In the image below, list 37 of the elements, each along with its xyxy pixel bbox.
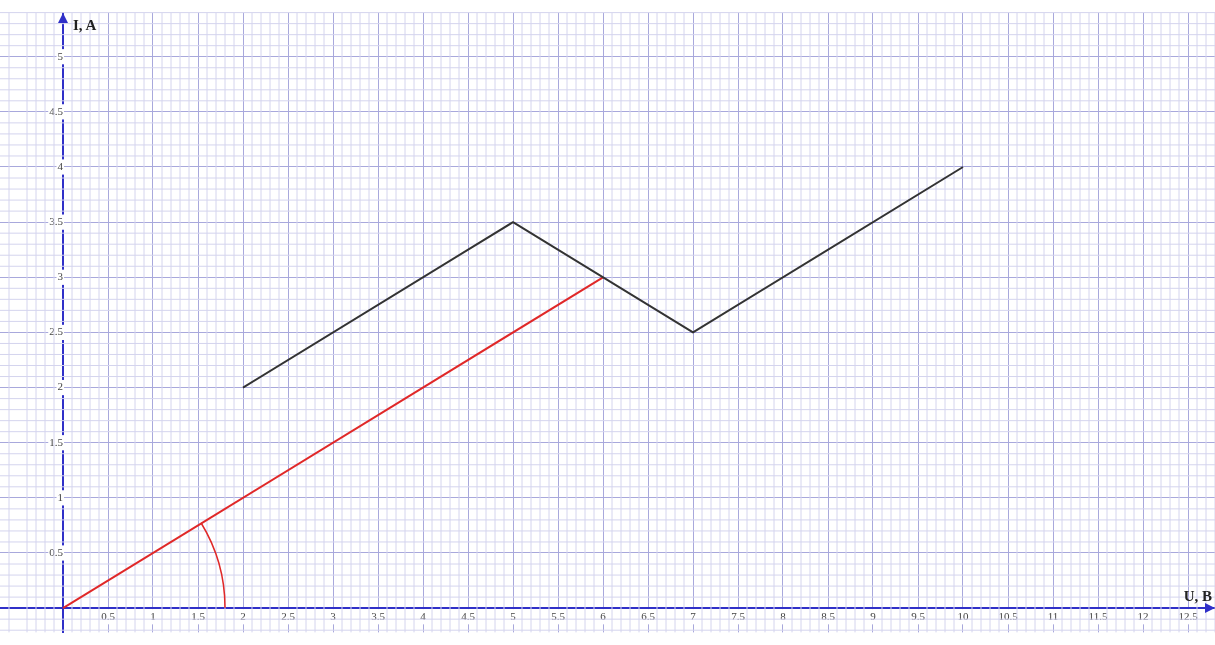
x-tick-label: 10.5 xyxy=(998,609,1019,622)
x-tick-label: 6 xyxy=(600,609,607,622)
x-tick-label: 12.5 xyxy=(1178,609,1199,622)
x-tick-label: 9 xyxy=(870,609,877,622)
x-tick-label: 7.5 xyxy=(731,609,746,622)
x-tick-label: 2.5 xyxy=(281,609,296,622)
y-tick-label: 1.5 xyxy=(49,435,64,448)
x-tick-label: 9.5 xyxy=(911,609,926,622)
x-tick-label: 0.5 xyxy=(101,609,116,622)
x-tick-label: 4.5 xyxy=(461,609,476,622)
x-tick-label: 8.5 xyxy=(821,609,836,622)
x-tick-label: 3.5 xyxy=(371,609,386,622)
y-tick-label: 2.5 xyxy=(49,325,64,338)
y-tick-label: 2 xyxy=(57,380,63,393)
x-tick-label: 2 xyxy=(240,609,246,622)
x-tick-label: 6.5 xyxy=(641,609,656,622)
y-axis-title: I, A xyxy=(73,17,97,34)
x-tick-label: 10 xyxy=(957,609,969,622)
y-tick-label: 4 xyxy=(57,159,64,172)
y-tick-label: 3.5 xyxy=(49,215,64,228)
y-tick-label: 4.5 xyxy=(49,104,64,117)
x-tick-label: 7 xyxy=(690,609,697,622)
y-tick-label: 1 xyxy=(57,490,63,503)
x-tick-label: 5 xyxy=(510,609,517,622)
x-tick-label: 4 xyxy=(420,609,427,622)
x-tick-label: 11 xyxy=(1047,609,1059,622)
x-axis-title: U, B xyxy=(1183,587,1212,604)
y-tick-label: 3 xyxy=(57,270,64,283)
x-tick-label: 12 xyxy=(1137,609,1149,622)
x-tick-label: 5.5 xyxy=(551,609,566,622)
y-tick-label: 0.5 xyxy=(49,545,64,558)
x-tick-label: 1 xyxy=(150,609,156,622)
y-tick-label: 5 xyxy=(57,49,64,62)
x-tick-label: 3 xyxy=(330,609,337,622)
x-tick-label: 1.5 xyxy=(191,609,206,622)
x-tick-label: 8 xyxy=(780,609,787,622)
x-tick-label: 11.5 xyxy=(1088,609,1108,622)
